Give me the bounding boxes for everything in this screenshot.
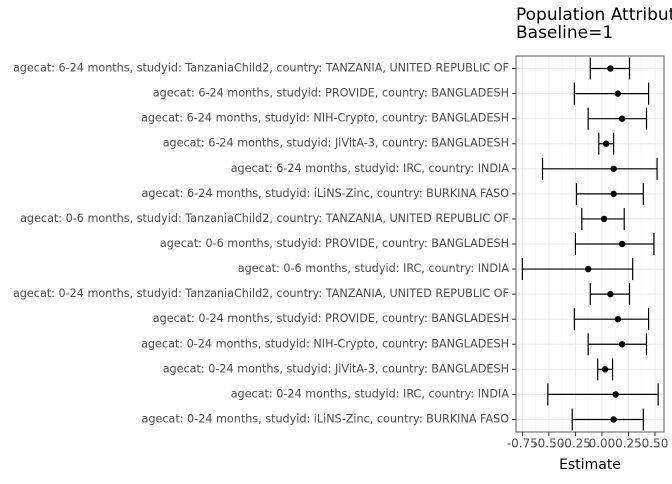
y-tick-label: agecat: 0-24 months, studyid: iLiNS-Zinc… [141,412,509,425]
point [618,115,626,122]
y-tick-label: agecat: 0-24 months, studyid: PROVIDE, c… [153,312,509,325]
point [600,215,608,223]
point [584,265,592,273]
chart-subtitle: Baseline=1 [516,23,613,43]
y-tick-label: agecat: 6-24 months, studyid: NIH-Crypto… [141,112,509,125]
y-tick-label: agecat: 6-24 months, studyid: PROVIDE, c… [153,87,509,100]
x-tick-label: -0.50 [533,437,564,451]
y-tick-label: agecat: 0-24 months, studyid: IRC, count… [231,387,510,400]
point [618,341,626,348]
point [602,140,610,147]
x-tick-label: 0.25 [615,437,642,451]
y-tick-label: agecat: 0-24 months, studyid: TanzaniaCh… [13,287,509,300]
point [612,391,619,398]
y-tick-label: agecat: 6-24 months, studyid: JiVitA-3, … [163,137,509,150]
y-tick-label: agecat: 0-24 months, studyid: NIH-Crypto… [141,337,509,350]
point [610,190,617,198]
x-tick-label: -0.75 [507,437,538,451]
point [614,316,622,323]
y-tick-label: agecat: 6-24 months, studyid: TanzaniaCh… [13,62,509,75]
x-tick-label: 0.50 [642,437,669,451]
point [607,290,614,298]
y-tick-label: agecat: 0-6 months, studyid: TanzaniaChi… [20,212,509,225]
point [607,65,614,72]
y-tick-label: agecat: 6-24 months, studyid: IRC, count… [231,162,510,175]
y-tick-label: agecat: 0-6 months, studyid: PROVIDE, co… [160,237,509,250]
point [601,366,609,373]
y-tick-label: agecat: 0-6 months, studyid: IRC, countr… [238,262,510,275]
y-tick-label: agecat: 0-24 months, studyid: JiVitA-3, … [163,362,509,375]
x-tick-label: 0.00 [589,437,616,451]
point [610,165,617,172]
chart-title: Population Attributa [516,5,672,25]
point [618,240,626,248]
x-axis-label: Estimate [559,457,621,473]
point [610,416,617,423]
y-tick-label: agecat: 6-24 months, studyid: iLiNS-Zinc… [141,187,509,200]
point [614,90,622,97]
x-tick-label: -0.25 [560,437,591,451]
